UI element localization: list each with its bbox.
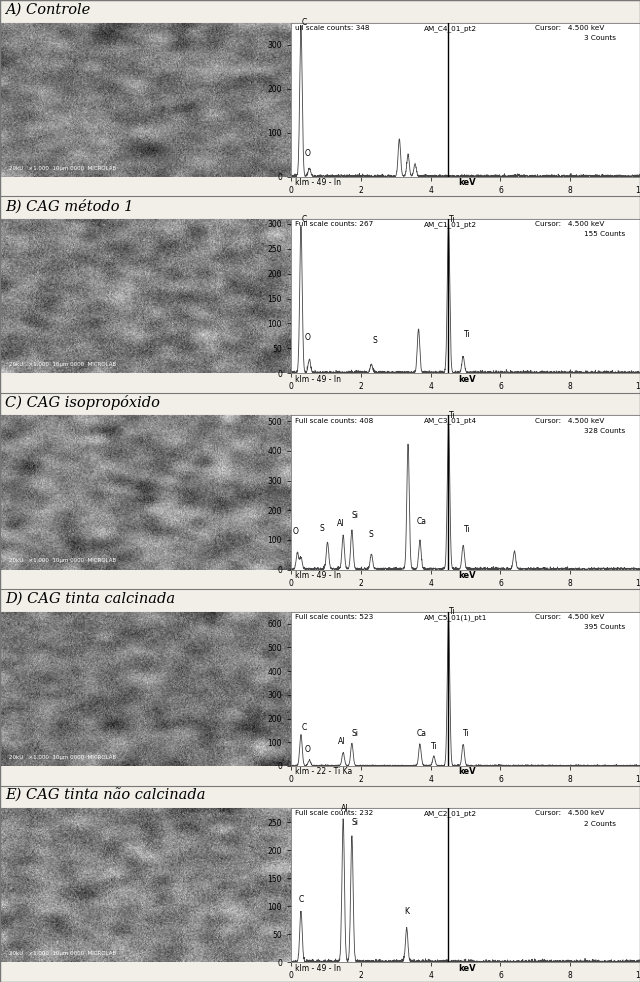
Text: Cursor:   4.500 keV: Cursor: 4.500 keV bbox=[535, 417, 605, 423]
Text: C: C bbox=[301, 723, 307, 732]
Text: 20kU   ×1.000  10μm 0000  MICROLAB: 20kU ×1.000 10μm 0000 MICROLAB bbox=[9, 952, 116, 956]
Text: keV: keV bbox=[459, 374, 476, 384]
Text: Ti: Ti bbox=[449, 411, 456, 420]
Text: O: O bbox=[293, 526, 299, 535]
Text: Al: Al bbox=[337, 518, 344, 528]
Text: K: K bbox=[404, 907, 410, 916]
Text: O: O bbox=[305, 149, 310, 158]
Text: AM_C5_01(1)_pt1: AM_C5_01(1)_pt1 bbox=[424, 614, 487, 621]
Text: klm - 22 - Ti Ka: klm - 22 - Ti Ka bbox=[294, 767, 352, 777]
Text: 395 Counts: 395 Counts bbox=[584, 625, 625, 630]
Text: Full scale counts: 523: Full scale counts: 523 bbox=[294, 614, 373, 620]
Text: Al: Al bbox=[340, 804, 348, 813]
Text: AM_C3_01_pt4: AM_C3_01_pt4 bbox=[424, 417, 477, 424]
Text: Ti: Ti bbox=[449, 608, 456, 617]
Text: A) Controle: A) Controle bbox=[5, 3, 90, 17]
Text: Ti: Ti bbox=[464, 525, 470, 534]
Text: keV: keV bbox=[459, 571, 476, 580]
Text: AM_C4_01_pt2: AM_C4_01_pt2 bbox=[424, 25, 477, 31]
Text: Cursor:   4.500 keV: Cursor: 4.500 keV bbox=[535, 614, 605, 620]
Text: klm - 49 - In: klm - 49 - In bbox=[294, 374, 340, 384]
Text: Ti: Ti bbox=[464, 330, 470, 339]
Text: keV: keV bbox=[459, 963, 476, 973]
Text: keV: keV bbox=[459, 178, 476, 188]
Text: S: S bbox=[372, 337, 377, 346]
Text: 155 Counts: 155 Counts bbox=[584, 232, 625, 238]
Text: 2 Counts: 2 Counts bbox=[584, 821, 616, 827]
Text: O: O bbox=[305, 744, 310, 753]
Text: Ti: Ti bbox=[431, 741, 437, 750]
Text: 20kU   ×1.000  10μm 0000  MICROLAB: 20kU ×1.000 10μm 0000 MICROLAB bbox=[9, 755, 116, 760]
Text: ull scale counts: 348: ull scale counts: 348 bbox=[294, 25, 369, 30]
Text: Cursor:   4.500 keV: Cursor: 4.500 keV bbox=[535, 810, 605, 816]
Text: Full scale counts: 232: Full scale counts: 232 bbox=[294, 810, 373, 816]
Text: E) CAG tinta não calcinada: E) CAG tinta não calcinada bbox=[5, 789, 205, 802]
Text: 20kU   ×1.000  10μm 0000  MICROLAB: 20kU ×1.000 10μm 0000 MICROLAB bbox=[9, 559, 116, 564]
Text: klm - 49 - In: klm - 49 - In bbox=[294, 963, 340, 973]
Text: keV: keV bbox=[459, 767, 476, 777]
Text: AM_C2_01_pt2: AM_C2_01_pt2 bbox=[424, 810, 477, 817]
Text: 20kU   ×1.000  10μm 0000  MICROLAB: 20kU ×1.000 10μm 0000 MICROLAB bbox=[9, 166, 116, 171]
Text: S: S bbox=[320, 523, 324, 532]
Text: Si: Si bbox=[351, 730, 358, 738]
Text: AM_C1_01_pt2: AM_C1_01_pt2 bbox=[424, 221, 477, 228]
Text: klm - 49 - In: klm - 49 - In bbox=[294, 571, 340, 580]
Text: 3 Counts: 3 Counts bbox=[584, 35, 616, 41]
Text: Ca: Ca bbox=[417, 730, 427, 738]
Text: Si: Si bbox=[351, 512, 358, 520]
Text: Ca: Ca bbox=[417, 518, 427, 526]
Text: Cursor:   4.500 keV: Cursor: 4.500 keV bbox=[535, 221, 605, 227]
Text: Full scale counts: 267: Full scale counts: 267 bbox=[294, 221, 373, 227]
Text: 328 Counts: 328 Counts bbox=[584, 428, 625, 434]
Text: B) CAG método 1: B) CAG método 1 bbox=[5, 199, 134, 213]
Text: Si: Si bbox=[351, 818, 358, 827]
Text: C) CAG isopropóxido: C) CAG isopropóxido bbox=[5, 395, 160, 409]
Text: Full scale counts: 408: Full scale counts: 408 bbox=[294, 417, 373, 423]
Text: Ti: Ti bbox=[463, 730, 470, 738]
Text: C: C bbox=[298, 895, 303, 903]
Text: 20kU   ×1.000  10μm 0000  MICROLAB: 20kU ×1.000 10μm 0000 MICROLAB bbox=[9, 362, 116, 367]
Text: Cursor:   4.500 keV: Cursor: 4.500 keV bbox=[535, 25, 605, 30]
Text: D) CAG tinta calcinada: D) CAG tinta calcinada bbox=[5, 592, 175, 606]
Text: C: C bbox=[301, 215, 307, 224]
Text: Al: Al bbox=[339, 736, 346, 746]
Text: C: C bbox=[301, 19, 307, 27]
Text: S: S bbox=[369, 529, 373, 539]
Text: klm - 49 - In: klm - 49 - In bbox=[294, 178, 340, 188]
Text: Ti: Ti bbox=[449, 215, 456, 224]
Text: O: O bbox=[305, 333, 310, 343]
